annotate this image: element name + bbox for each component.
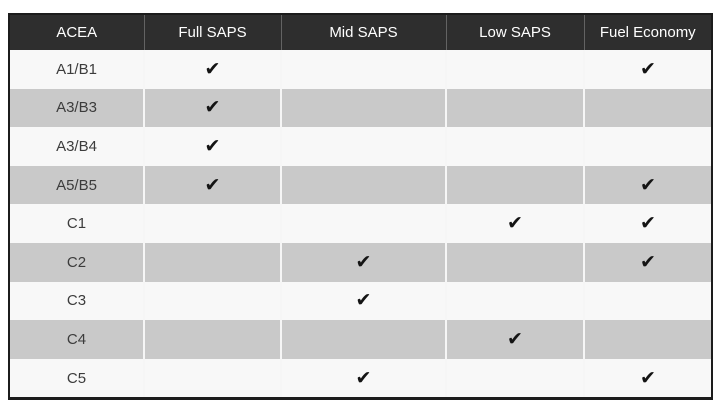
- check-cell: [280, 165, 446, 205]
- check-cell: [143, 242, 281, 282]
- table-row-c5: C5 ✔ ✔: [9, 358, 712, 399]
- table-row-c3: C3 ✔: [9, 281, 712, 321]
- check-cell: [143, 320, 281, 359]
- check-cell: ✔: [583, 358, 712, 399]
- table-body: A1/B1 ✔ ✔ A3/B3 ✔ A3/B4 ✔ A5/B: [9, 50, 712, 399]
- acea-saps-table: ACEA Full SAPS Mid SAPS Low SAPS Fuel Ec…: [8, 13, 713, 401]
- check-cell: ✔: [143, 165, 281, 205]
- check-cell: [280, 50, 446, 89]
- header-row: ACEA Full SAPS Mid SAPS Low SAPS Fuel Ec…: [9, 14, 712, 50]
- check-cell: [445, 165, 584, 205]
- check-cell: [280, 204, 446, 243]
- check-cell: [445, 50, 584, 89]
- column-header-low-saps: Low SAPS: [445, 14, 584, 50]
- check-cell: [143, 204, 281, 243]
- check-cell: ✔: [280, 358, 446, 399]
- check-cell: [445, 281, 584, 321]
- column-header-mid-saps: Mid SAPS: [280, 14, 446, 50]
- check-cell: ✔: [143, 88, 281, 128]
- row-label: C4: [9, 320, 144, 359]
- row-label: C3: [9, 281, 144, 321]
- check-cell: ✔: [143, 127, 281, 166]
- check-cell: ✔: [583, 50, 712, 89]
- table-row-a3b4: A3/B4 ✔: [9, 127, 712, 166]
- row-label: A3/B4: [9, 127, 144, 166]
- table-row-c2: C2 ✔ ✔: [9, 242, 712, 282]
- row-label: A1/B1: [9, 50, 144, 89]
- check-cell: [143, 281, 281, 321]
- check-cell: ✔: [280, 281, 446, 321]
- table-row-a3b3: A3/B3 ✔: [9, 88, 712, 128]
- table-header: ACEA Full SAPS Mid SAPS Low SAPS Fuel Ec…: [9, 14, 712, 50]
- check-cell: [445, 242, 584, 282]
- check-cell: ✔: [583, 165, 712, 205]
- check-cell: [583, 320, 712, 359]
- column-header-fuel-economy: Fuel Economy: [583, 14, 712, 50]
- check-cell: [280, 88, 446, 128]
- check-cell: [445, 127, 584, 166]
- row-label: C5: [9, 358, 144, 399]
- check-cell: ✔: [445, 204, 584, 243]
- check-cell: [583, 281, 712, 321]
- check-cell: [143, 358, 281, 399]
- check-cell: ✔: [280, 242, 446, 282]
- table-row-c1: C1 ✔ ✔: [9, 204, 712, 243]
- table-row-a1b1: A1/B1 ✔ ✔: [9, 50, 712, 89]
- row-label: C1: [9, 204, 144, 243]
- check-cell: ✔: [445, 320, 584, 359]
- check-cell: [445, 358, 584, 399]
- check-cell: [280, 127, 446, 166]
- column-header-full-saps: Full SAPS: [143, 14, 281, 50]
- table-row-c4: C4 ✔: [9, 320, 712, 359]
- row-label: A3/B3: [9, 88, 144, 128]
- row-label: A5/B5: [9, 165, 144, 205]
- row-label: C2: [9, 242, 144, 282]
- check-cell: ✔: [583, 242, 712, 282]
- column-header-acea: ACEA: [9, 14, 144, 50]
- check-cell: [445, 88, 584, 128]
- table-row-a5b5: A5/B5 ✔ ✔: [9, 165, 712, 205]
- check-cell: [280, 320, 446, 359]
- check-cell: [583, 88, 712, 128]
- check-cell: [583, 127, 712, 166]
- check-cell: ✔: [143, 50, 281, 89]
- check-cell: ✔: [583, 204, 712, 243]
